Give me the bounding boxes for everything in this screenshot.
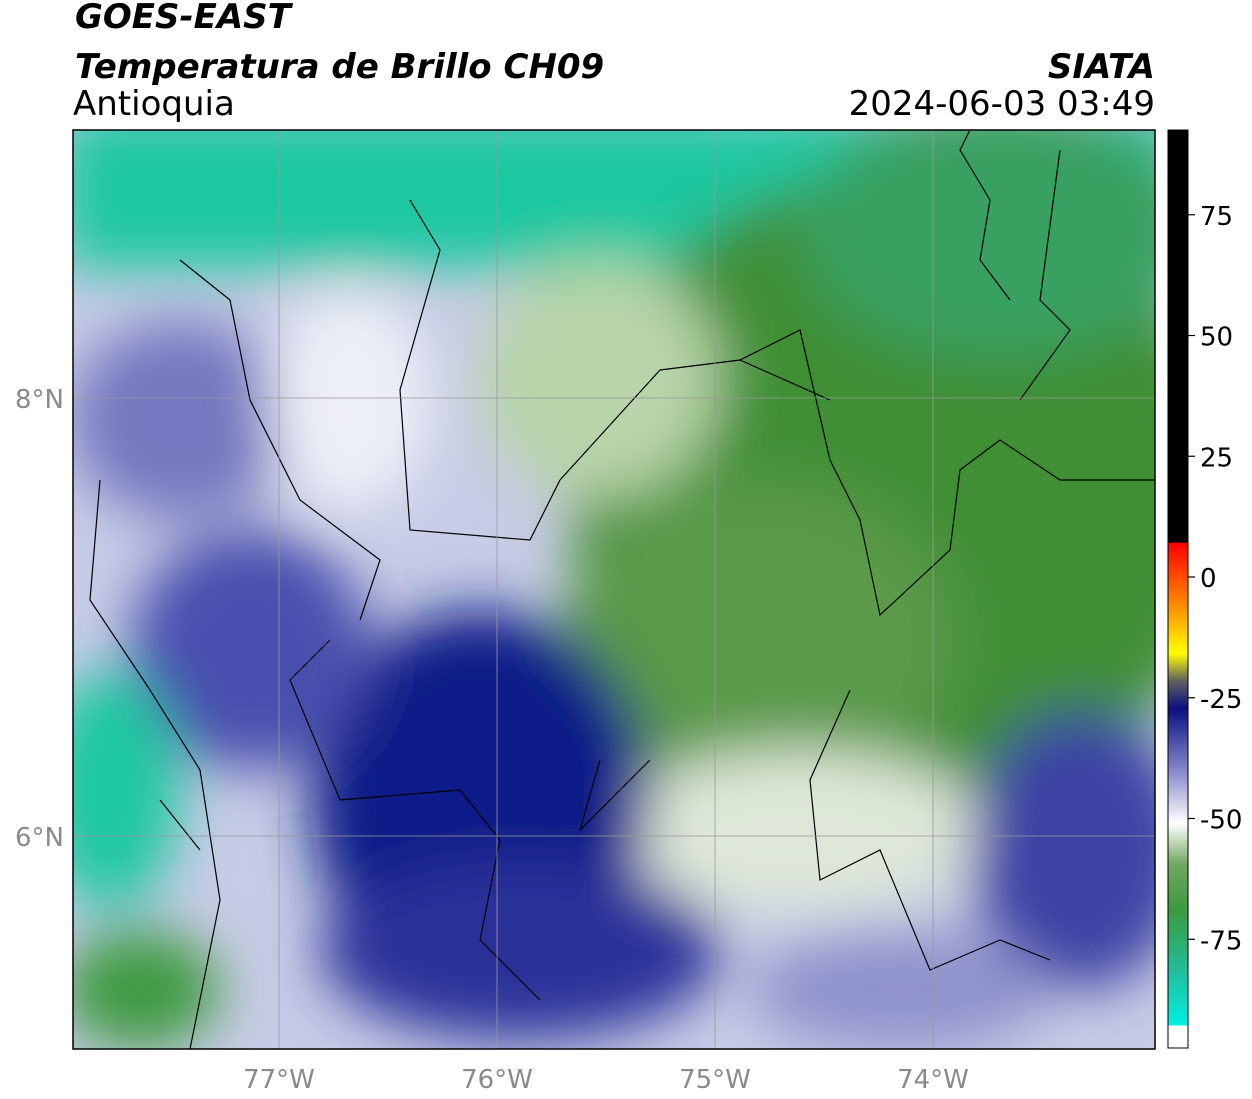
colorbar-tick-label: -50 — [1200, 806, 1242, 836]
map-frame — [72, 129, 1156, 1050]
colorbar-tick-label: 0 — [1200, 564, 1217, 594]
colorbar-tick-label: -75 — [1200, 926, 1242, 956]
region: Antioquia — [73, 84, 235, 124]
lat-label: 6°N — [15, 823, 64, 853]
lat-label: 8°N — [15, 385, 64, 415]
source: SIATA — [1048, 47, 1155, 87]
lon-label: 74°W — [897, 1065, 969, 1095]
colorbar-tick-label: 25 — [1200, 443, 1233, 473]
colorbar-tick-label: 50 — [1200, 323, 1233, 353]
colorbar-tick-label: -25 — [1200, 685, 1242, 715]
datetime: 2024-06-03 03:49 — [849, 84, 1155, 124]
lon-label: 75°W — [679, 1065, 751, 1095]
satellite-image — [73, 130, 1155, 1049]
lon-label: 77°W — [243, 1065, 315, 1095]
colorbar-ticks: 75 50 25 0 -25 -50 -75 — [1188, 202, 1242, 956]
colorbar-tick-label: 75 — [1200, 202, 1233, 232]
colorbar — [1167, 129, 1189, 1049]
lon-label: 76°W — [461, 1065, 533, 1095]
title: GOES-EAST — [75, 0, 294, 37]
subtitle: Temperatura de Brillo CH09 — [75, 47, 604, 87]
